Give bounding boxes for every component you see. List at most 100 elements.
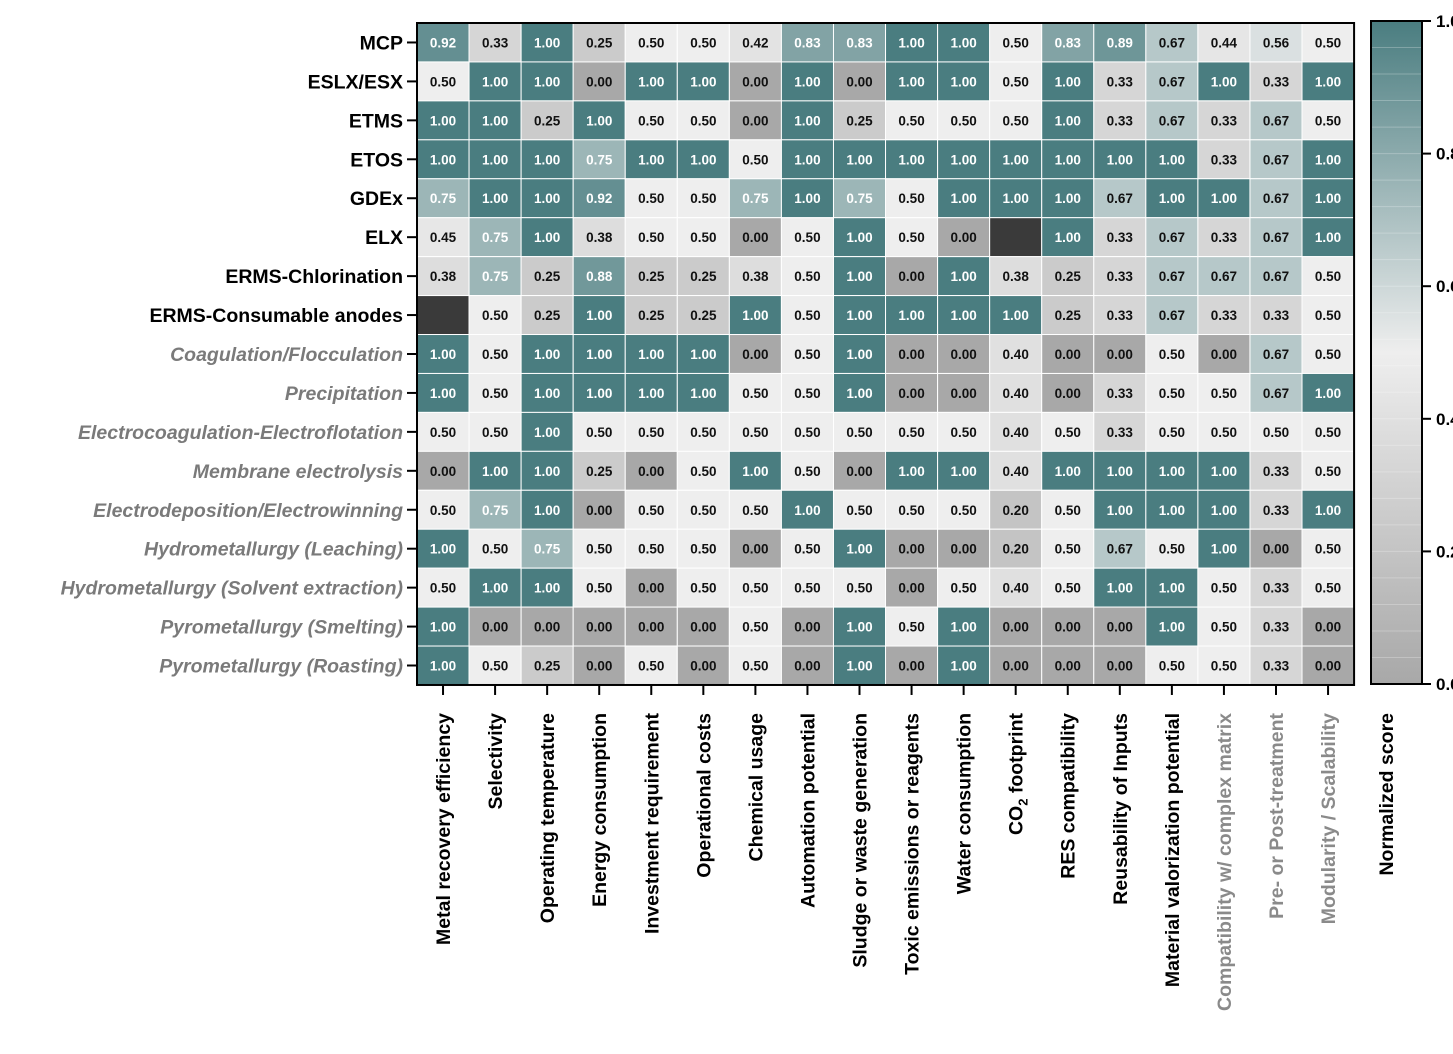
- cell-value-label: 0.25: [534, 269, 561, 284]
- row-label: ESLX/ESX: [308, 71, 403, 93]
- heatmap-cell: [832, 256, 887, 297]
- cell-value-label: 0.50: [950, 113, 976, 128]
- heatmap-cell: [885, 645, 939, 686]
- heatmap-cell: [937, 256, 991, 297]
- heatmap-cell: [676, 372, 730, 413]
- colorbar-gradient: [1371, 21, 1422, 684]
- heatmap-cell: [468, 489, 522, 530]
- cell-value-label: 0.50: [586, 581, 612, 596]
- heatmap-cell: [676, 217, 730, 258]
- cell-value-label: 1.00: [430, 659, 456, 674]
- cell-value-label: 0.67: [1159, 35, 1185, 50]
- cell-value-label: 0.67: [1159, 308, 1185, 323]
- heatmap-cell: [728, 489, 782, 530]
- cell-value-label: 0.00: [742, 113, 768, 128]
- colorbar: 0.0 0.2 0.4 0.6 0.8 1.0 Normalized score: [1370, 12, 1453, 876]
- heatmap-cell: [624, 489, 678, 530]
- cell-value-label: 1.00: [846, 620, 872, 635]
- cell-value-label: 1.00: [534, 503, 560, 518]
- cell-value-label: 1.00: [534, 581, 560, 596]
- cell-value-label: 0.50: [742, 152, 768, 167]
- heatmap-cell: [1301, 295, 1355, 336]
- cell-value-label: 0.92: [430, 35, 456, 50]
- cell-value-label: 0.33: [1107, 269, 1134, 284]
- cell-value-label: 1.00: [1003, 152, 1029, 167]
- cell-value-label: 1.00: [950, 308, 976, 323]
- cell-value-label: 0.50: [1211, 620, 1237, 635]
- cell-value-label: 0.25: [846, 113, 873, 128]
- cell-value-label: 0.50: [1003, 113, 1029, 128]
- cell-value-label: 0.40: [1003, 581, 1029, 596]
- cell-value-label: 0.25: [690, 308, 717, 323]
- cell-value-label: 0.75: [482, 503, 509, 518]
- row-label: Coagulation/Flocculation: [170, 344, 403, 366]
- cell-value-label: 0.67: [1107, 542, 1133, 557]
- heatmap-cell: [989, 256, 1043, 297]
- cell-value-label: 0.33: [1263, 659, 1290, 674]
- heatmap-cell: [937, 645, 991, 686]
- cell-value-label: 0.67: [1211, 269, 1237, 284]
- cell-value-label: 0.75: [846, 191, 873, 206]
- heatmap-cell: [780, 22, 834, 63]
- cell-value-label: 1.00: [1315, 386, 1341, 401]
- colorbar-tick-label: 1.0: [1436, 12, 1453, 31]
- cell-value-label: 0.50: [690, 113, 716, 128]
- cell-value-label: 0.50: [1315, 35, 1341, 50]
- heatmap-cell: [572, 178, 626, 219]
- cell-value-label: 0.00: [950, 386, 976, 401]
- cell-value-label: 0.00: [430, 464, 456, 479]
- cell-value-label: 0.25: [586, 35, 613, 50]
- heatmap-cell: [989, 139, 1043, 180]
- cell-value-label: 0.00: [898, 659, 924, 674]
- heatmap-cell: [1197, 450, 1251, 491]
- cell-value-label: 0.00: [1315, 659, 1341, 674]
- cell-value-label: 0.50: [846, 581, 872, 596]
- heatmap-cell: [416, 61, 470, 102]
- cell-value-label: 0.25: [534, 659, 561, 674]
- cell-value-label: 0.00: [950, 230, 976, 245]
- heatmap-cell: [1041, 217, 1095, 258]
- cell-value-label: 0.75: [430, 191, 457, 206]
- heatmap-cell: [1301, 100, 1355, 141]
- cell-value-label: 0.50: [638, 659, 664, 674]
- cell-value-label: 1.00: [690, 347, 716, 362]
- cell-value-label: 0.25: [586, 464, 613, 479]
- column-label: Modularity / Scalability: [1318, 713, 1340, 924]
- column-label: Operational costs: [693, 713, 715, 878]
- cell-value-label: 1.00: [1003, 191, 1029, 206]
- cell-value-label: 0.38: [430, 269, 457, 284]
- heatmap-cell: [989, 489, 1043, 530]
- cell-value-label: 0.00: [846, 464, 872, 479]
- heatmap-cell: [520, 334, 574, 374]
- row-labels: MCP ESLX/ESX ETMS ETOS GDEx ELX ERMS-Chlorinat…: [61, 32, 417, 678]
- cell-value-label: 0.00: [742, 74, 768, 89]
- column-label: Reusability of Inputs: [1110, 713, 1132, 905]
- cell-value-label: 0.50: [690, 35, 716, 50]
- row-label: Pyrometallurgy (Smelting): [160, 617, 403, 639]
- heatmap-cell: [1093, 295, 1147, 336]
- heatmap-cell: [1301, 372, 1355, 413]
- cell-value-label: 0.50: [638, 542, 664, 557]
- heatmap-cell: [832, 411, 887, 452]
- heatmap-cell: [885, 61, 939, 102]
- cell-value-label: 1.00: [534, 464, 560, 479]
- cell-value-label: 0.50: [794, 230, 820, 245]
- cell-value-label: 1.00: [534, 74, 560, 89]
- cell-value-label: 0.50: [482, 425, 508, 440]
- cell-value-label: 0.67: [1159, 74, 1185, 89]
- heatmap-cell: [989, 22, 1043, 63]
- cell-value-label: 0.25: [534, 113, 561, 128]
- cell-value-label: 0.40: [1003, 347, 1029, 362]
- heatmap-cell: [416, 256, 470, 297]
- cell-value-label: 0.50: [1211, 581, 1237, 596]
- cell-value-label: 1.00: [794, 113, 820, 128]
- cell-value-label: 0.50: [794, 425, 820, 440]
- row-label: Electrodeposition/Electrowinning: [93, 500, 403, 522]
- heatmap-cell: [937, 100, 991, 141]
- cell-value-label: 1.00: [638, 386, 664, 401]
- heatmap-cell: [1249, 100, 1303, 141]
- heatmap-cell: [937, 61, 991, 102]
- cell-value-label: 0.25: [1055, 269, 1082, 284]
- heatmap-cell: [468, 645, 522, 686]
- cell-value-label: 1.00: [950, 152, 976, 167]
